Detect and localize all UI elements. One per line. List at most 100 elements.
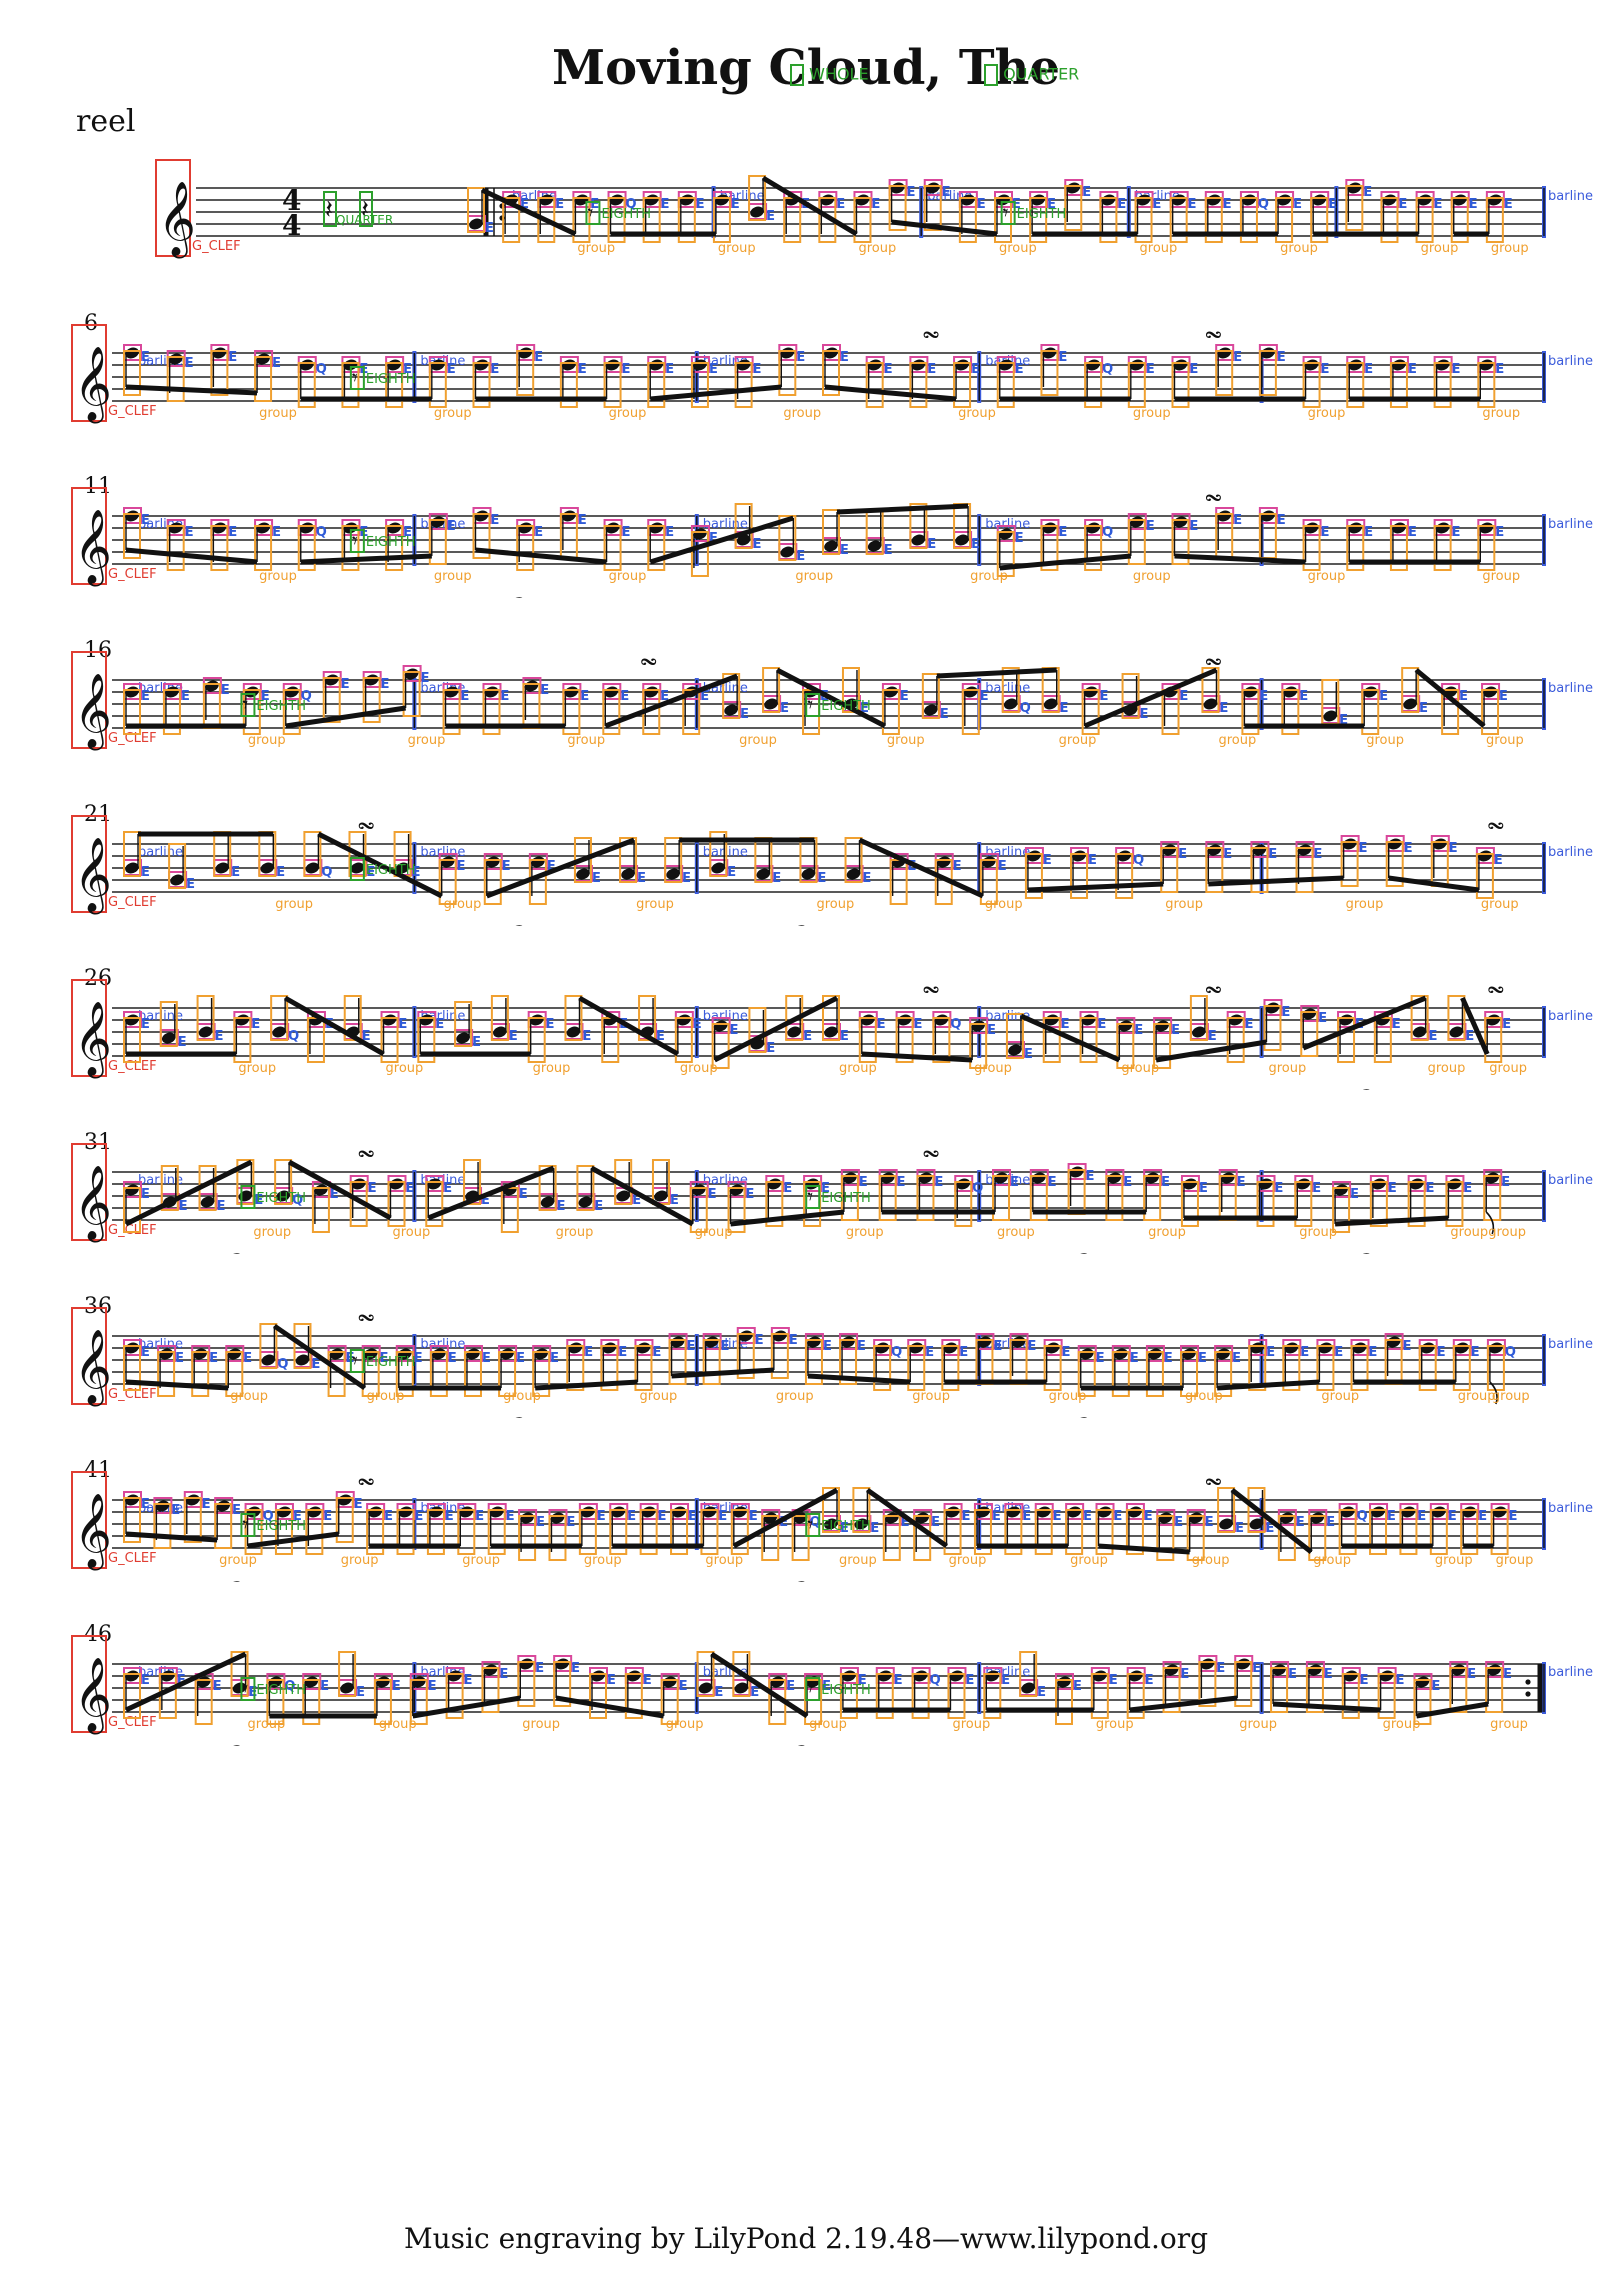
eighth-rest-icon: 𝄾: [352, 857, 358, 882]
notehead-annotation-label: E: [1164, 1351, 1173, 1366]
eighth-rest-box: [805, 1513, 821, 1537]
notehead: [272, 1026, 286, 1038]
notehead-annotation-label: E: [272, 356, 281, 371]
quarter-rest-icon: 𝄽: [325, 195, 333, 225]
notehead-annotation-label: E: [320, 1679, 329, 1694]
group-annotation-box: [1084, 362, 1103, 408]
group-annotation-box: [1084, 525, 1103, 571]
treble-clef-icon: 𝄞: [74, 1166, 112, 1243]
group-annotation-label: group: [776, 1389, 814, 1404]
group-annotation-box: [305, 1509, 324, 1555]
notehead-annotation-label: E: [1060, 701, 1069, 716]
group-annotation-box: [761, 1515, 780, 1561]
beam: [285, 705, 406, 729]
notehead: [232, 1682, 247, 1694]
notehead: [276, 1190, 290, 1202]
notehead-annotation-label: E: [414, 1351, 423, 1366]
notehead-annotation-label: E: [1096, 1351, 1105, 1366]
group-annotation-box: [429, 1351, 448, 1397]
notehead-annotation-label: E: [934, 1175, 943, 1190]
notehead-annotation-label: E: [202, 1497, 211, 1512]
group-annotation-box: [1410, 995, 1429, 1041]
group-annotation-box: [230, 1651, 249, 1697]
beam: [1216, 1379, 1320, 1391]
group-annotation-box: [1121, 673, 1140, 719]
group-annotation-box: [844, 837, 863, 883]
notehead-annotation-label: E: [1237, 1175, 1246, 1190]
group-annotation-label: group: [577, 241, 615, 256]
notehead-annotation-label: E: [901, 1515, 910, 1530]
whole-rest-box: [790, 64, 804, 86]
notehead: [666, 868, 680, 880]
beam: [650, 384, 782, 402]
clef-annotation-label: G_CLEF: [108, 1059, 157, 1074]
beam: [412, 1695, 521, 1719]
notehead-annotation-label: E: [362, 1029, 371, 1044]
notehead-annotation-label: E: [472, 1035, 481, 1050]
group-annotation-label: group: [259, 406, 297, 421]
notehead: [724, 704, 738, 716]
group-annotation-box: [932, 1017, 951, 1063]
group-annotation-label: group: [1308, 406, 1346, 421]
beam: [287, 1159, 392, 1221]
notehead-annotation-label: E: [1174, 1515, 1183, 1530]
group-annotation-box: [454, 1001, 473, 1047]
notehead: [576, 868, 590, 880]
notehead-annotation-label: E: [580, 689, 589, 704]
notehead-annotation-label: E: [435, 1017, 444, 1032]
notehead-annotation-label: E: [1048, 1175, 1057, 1190]
group-annotation-box: [385, 525, 404, 571]
staff-system: 𝄞 G_CLEF 4 4 𝄽 𝄽 QUARTER barline barline barline b…: [0, 150, 1612, 270]
eighth-rest-icon: 𝄾: [242, 693, 248, 718]
group-annotation-box: [553, 1661, 572, 1707]
rest-annotation-label: EIGHTH: [366, 863, 416, 878]
notehead-annotation-label: E: [481, 1193, 490, 1208]
group-annotation-box: [1399, 1509, 1418, 1555]
notehead-annotation-label: E: [1504, 197, 1513, 212]
group-annotation-box: [1040, 525, 1059, 571]
notehead-annotation-label: E: [718, 1509, 727, 1524]
group-annotation-box: [527, 1017, 546, 1063]
notehead-annotation-label: E: [962, 1509, 971, 1524]
notehead-annotation-label: E: [1392, 1017, 1401, 1032]
notehead-annotation-label: Q: [1505, 1345, 1516, 1360]
notehead-annotation-label: E: [341, 677, 350, 692]
treble-clef-icon: 𝄞: [158, 182, 196, 259]
group-annotation-box: [1019, 1651, 1038, 1697]
notehead-annotation-label: E: [665, 525, 674, 540]
group-annotation-box: [778, 515, 797, 561]
group-annotation-box: [385, 362, 404, 408]
group-annotation-box: [888, 185, 907, 231]
group-annotation-box: [1263, 1005, 1282, 1051]
rest-annotation-label: EIGHTH: [821, 699, 871, 714]
notehead-annotation-label: E: [884, 543, 893, 558]
notehead-annotation-label: E: [755, 1333, 764, 1348]
group-annotation-box: [483, 859, 502, 905]
treble-clef-icon: 𝄞: [74, 1658, 112, 1735]
notehead-annotation-label: E: [428, 1679, 437, 1694]
notehead-annotation-label: E: [1047, 197, 1056, 212]
group-annotation-label: group: [609, 569, 647, 584]
notehead-annotation-label: E: [311, 1357, 320, 1372]
group-annotation-box: [1214, 1351, 1233, 1397]
group-annotation-label: group: [408, 733, 446, 748]
group-annotation-label: group: [809, 1717, 847, 1732]
group-annotation-box: [123, 1345, 141, 1391]
group-annotation-box: [1186, 1515, 1205, 1561]
notehead-annotation-label: E: [992, 1509, 1001, 1524]
notehead-annotation-label: E: [1509, 1509, 1518, 1524]
notehead-annotation-label: E: [590, 197, 599, 212]
barline-annotation-label: barline: [985, 517, 1030, 532]
notehead-annotation-label: E: [215, 1029, 224, 1044]
group-annotation-label: group: [1489, 1061, 1527, 1076]
beam: [761, 175, 858, 237]
beam: [710, 1651, 809, 1719]
notehead-annotation-label: E: [141, 1017, 150, 1032]
notehead-annotation-label: E: [750, 1685, 759, 1700]
group-annotation-box: [191, 1351, 210, 1397]
group-annotation-box: [1029, 1175, 1048, 1221]
beam: [999, 553, 1132, 571]
barline-annotation-label: barline: [985, 845, 1030, 860]
notehead: [1249, 1518, 1264, 1530]
group-annotation-box: [1445, 1181, 1464, 1227]
